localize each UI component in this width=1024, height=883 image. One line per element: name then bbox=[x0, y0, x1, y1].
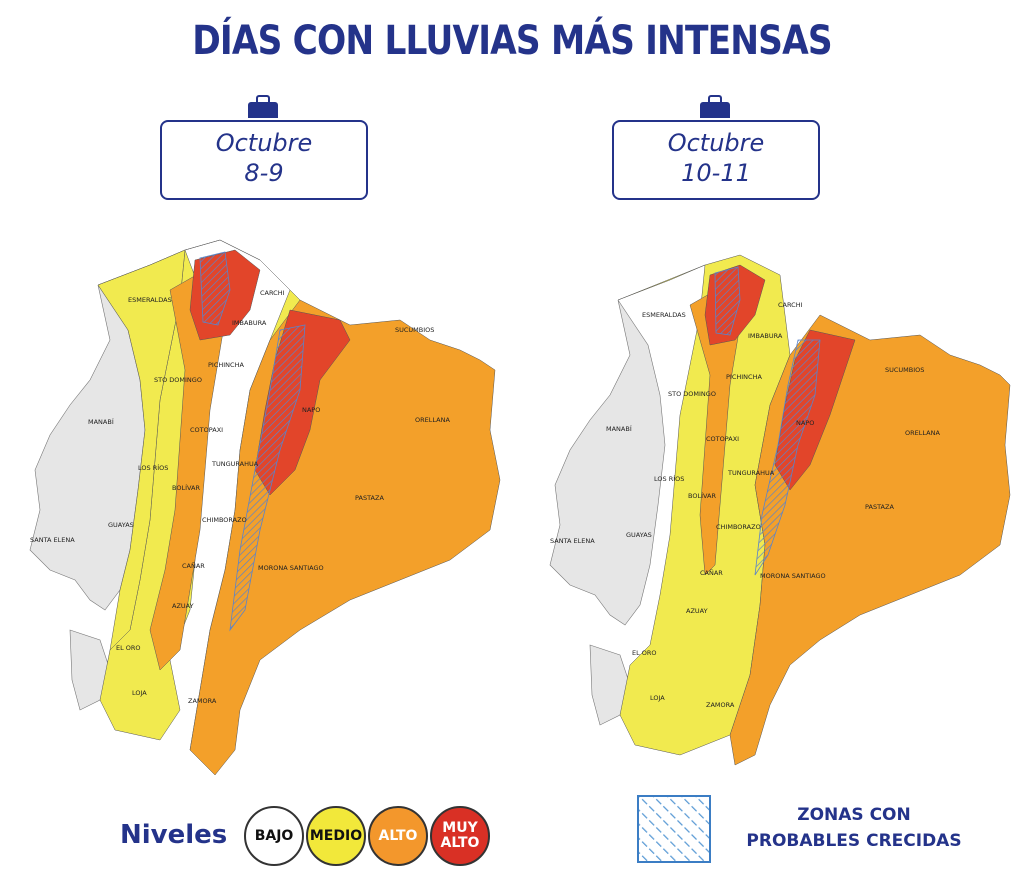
label-napo: NAPO bbox=[302, 406, 320, 414]
page-title: DÍAS CON LLUVIAS MÁS INTENSAS bbox=[72, 18, 953, 64]
label-pastaza: PASTAZA bbox=[355, 494, 384, 502]
title-part-1: DÍAS CON LLUVIAS bbox=[192, 18, 540, 64]
coastal-region-low bbox=[549, 299, 666, 626]
label-pastaza: PASTAZA bbox=[865, 503, 894, 511]
level-very-high-label-1: MUY bbox=[442, 820, 478, 836]
label-el-oro: EL ORO bbox=[116, 644, 141, 652]
label-esmeraldas: ESMERALDAS bbox=[128, 296, 172, 304]
label-cotopaxi: COTOPAXI bbox=[706, 435, 739, 443]
level-low-label: BAJO bbox=[254, 827, 294, 844]
label-zamora: ZAMORA bbox=[188, 697, 217, 705]
map-october-8-9: ESMERALDAS CARCHI IMBABURA SUCUMBIOS PIC… bbox=[29, 239, 501, 776]
map-october-10-11: ESMERALDAS CARCHI IMBABURA SUCUMBIOS PIC… bbox=[549, 254, 1011, 766]
flood-zone-north bbox=[714, 266, 741, 336]
label-canar: CAÑAR bbox=[700, 568, 723, 577]
label-santa-elena: SANTA ELENA bbox=[30, 536, 75, 544]
label-pichincha: PICHINCHA bbox=[208, 361, 244, 369]
label-sto-domingo: STO DOMINGO bbox=[154, 376, 202, 384]
briefcase-icon bbox=[700, 95, 730, 118]
label-sucumbios: SUCUMBIOS bbox=[395, 326, 434, 334]
label-carchi: CARCHI bbox=[260, 289, 285, 297]
legend-title: Niveles bbox=[120, 820, 228, 850]
label-bolivar: BOLÍVAR bbox=[172, 483, 200, 492]
level-medium: MEDIO bbox=[306, 806, 366, 866]
label-imbabura: IMBABURA bbox=[232, 319, 267, 327]
label-carchi: CARCHI bbox=[778, 301, 803, 309]
hatch-swatch-icon bbox=[637, 795, 711, 863]
amazon-high bbox=[189, 299, 501, 776]
label-tungurahua: TUNGURAHUA bbox=[727, 469, 775, 477]
level-low: BAJO bbox=[244, 806, 304, 866]
label-orellana: ORELLANA bbox=[415, 416, 450, 424]
label-esmeraldas: ESMERALDAS bbox=[642, 311, 686, 319]
label-zamora: ZAMORA bbox=[706, 701, 735, 709]
label-loja: LOJA bbox=[132, 689, 147, 697]
label-napo: NAPO bbox=[796, 419, 814, 427]
label-los-rios: LOS RÍOS bbox=[138, 463, 168, 472]
label-chimborazo: CHIMBORAZO bbox=[716, 523, 761, 531]
level-high-label: ALTO bbox=[378, 827, 418, 844]
label-bolivar: BOLÍVAR bbox=[688, 491, 716, 500]
date-card-2: Octubre 10-11 bbox=[612, 95, 820, 200]
label-azuay: AZUAY bbox=[686, 607, 708, 615]
flood-zone-east bbox=[229, 324, 306, 632]
label-chimborazo: CHIMBORAZO bbox=[202, 516, 247, 524]
date-card-1-month: Octubre bbox=[215, 129, 313, 157]
date-card-2-days: 10-11 bbox=[681, 159, 751, 187]
label-morona: MORONA SANTIAGO bbox=[258, 564, 324, 572]
label-loja: LOJA bbox=[650, 694, 665, 702]
date-card-2-month: Octubre bbox=[667, 129, 765, 157]
level-very-high: MUY ALTO bbox=[430, 806, 490, 866]
label-pichincha: PICHINCHA bbox=[726, 373, 762, 381]
label-canar: CAÑAR bbox=[182, 561, 205, 570]
flood-zone-east bbox=[754, 339, 821, 576]
label-el-oro: EL ORO bbox=[632, 649, 657, 657]
label-manabi: MANABÍ bbox=[88, 417, 114, 426]
level-high: ALTO bbox=[368, 806, 428, 866]
label-tungurahua: TUNGURAHUA bbox=[211, 460, 259, 468]
label-imbabura: IMBABURA bbox=[748, 332, 783, 340]
label-orellana: ORELLANA bbox=[905, 429, 940, 437]
label-santa-elena: SANTA ELENA bbox=[550, 537, 595, 545]
label-guayas: GUAYAS bbox=[108, 521, 134, 529]
label-sucumbios: SUCUMBIOS bbox=[885, 366, 924, 374]
level-medium-label: MEDIO bbox=[309, 827, 363, 844]
date-card-1: Octubre 8-9 bbox=[160, 95, 368, 200]
date-card-1-days: 8-9 bbox=[244, 159, 284, 187]
label-azuay: AZUAY bbox=[172, 602, 194, 610]
title-part-2: MÁS INTENSAS bbox=[550, 18, 833, 64]
level-very-high-label-2: ALTO bbox=[440, 835, 480, 851]
label-los-rios: LOS RÍOS bbox=[654, 474, 684, 483]
flood-zone-north bbox=[199, 251, 231, 326]
label-manabi: MANABÍ bbox=[606, 424, 632, 433]
label-cotopaxi: COTOPAXI bbox=[190, 426, 223, 434]
label-guayas: GUAYAS bbox=[626, 531, 652, 539]
briefcase-icon bbox=[248, 95, 278, 118]
label-morona: MORONA SANTIAGO bbox=[760, 572, 826, 580]
label-sto-domingo: STO DOMINGO bbox=[668, 390, 716, 398]
flood-zones-label: ZONAS CON PROBABLES CRECIDAS bbox=[746, 805, 962, 851]
